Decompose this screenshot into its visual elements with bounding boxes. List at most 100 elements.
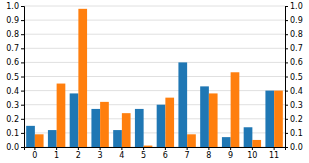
y-axis-tick-label: 1.0 xyxy=(6,2,19,11)
bar xyxy=(113,130,122,147)
x-axis-tick: 2 xyxy=(76,147,81,160)
y2-axis-tick-mark xyxy=(285,62,288,63)
grid-line xyxy=(24,76,285,77)
y-axis-tick-mark xyxy=(21,20,24,21)
x-axis-tick-mark xyxy=(208,147,209,150)
x-axis-tick: 9 xyxy=(228,147,233,160)
y2-axis-tick-mark xyxy=(285,105,288,106)
x-axis-tick-label: 9 xyxy=(228,151,233,160)
bar xyxy=(165,98,174,147)
y-axis-tick-mark xyxy=(21,133,24,134)
y2-axis-tick-mark xyxy=(285,133,288,134)
y2-axis-tick-label: 0.4 xyxy=(290,87,303,96)
x-axis-tick-mark xyxy=(230,147,231,150)
bar xyxy=(26,126,35,147)
bar xyxy=(48,130,57,147)
y2-axis-tick-label: 0.5 xyxy=(290,73,303,82)
x-axis-tick-label: 2 xyxy=(76,151,81,160)
y-axis-tick-label: 0.4 xyxy=(6,87,19,96)
plot: 012345678910110.00.10.20.30.40.50.60.70.… xyxy=(6,2,302,160)
bar-series xyxy=(35,9,283,147)
x-axis-tick: 8 xyxy=(206,147,211,160)
y-axis-tick: 0.9 xyxy=(6,16,24,25)
bar xyxy=(157,105,166,147)
y-axis-tick: 0.1 xyxy=(6,129,24,138)
y-axis-tick-label: 0.9 xyxy=(6,16,19,25)
y-axis-tick: 0.3 xyxy=(6,101,24,110)
y-axis-tick-label: 0.3 xyxy=(6,101,19,110)
x-axis-tick: 7 xyxy=(185,147,190,160)
bar xyxy=(252,140,261,147)
x-axis-tick-mark xyxy=(165,147,166,150)
y2-axis-tick: 0.9 xyxy=(285,16,303,25)
y-axis-tick-label: 0.7 xyxy=(6,44,19,53)
y2-axis-tick-mark xyxy=(285,34,288,35)
x-axis-tick-mark xyxy=(274,147,275,150)
bar xyxy=(35,134,44,147)
bar xyxy=(91,109,100,147)
y-axis-tick-mark xyxy=(21,147,24,148)
y-axis-tick-label: 0.5 xyxy=(6,73,19,82)
bar xyxy=(222,137,231,147)
y2-axis-tick-label: 0.8 xyxy=(290,30,303,39)
bar xyxy=(178,62,187,147)
x-axis-tick-label: 4 xyxy=(119,151,124,160)
x-axis-tick: 6 xyxy=(163,147,168,160)
x-axis-tick: 4 xyxy=(119,147,124,160)
y-axis-tick-label: 0.6 xyxy=(6,58,19,67)
grid xyxy=(24,6,285,147)
x-axis-tick-label: 11 xyxy=(269,151,279,160)
bar xyxy=(231,72,240,147)
y-axis-tick-label: 0.8 xyxy=(6,30,19,39)
y-axis-tick-mark xyxy=(21,77,24,78)
y2-axis-tick-label: 0.3 xyxy=(290,101,303,110)
y2-axis-tick: 0.2 xyxy=(285,115,303,124)
x-axis-tick-label: 10 xyxy=(247,151,257,160)
y-axis-tick-mark xyxy=(21,34,24,35)
bars xyxy=(26,9,283,147)
y2-axis-tick: 0.8 xyxy=(285,30,303,39)
y-axis-tick: 0.2 xyxy=(6,115,24,124)
y-axis-tick: 0.8 xyxy=(6,30,24,39)
y2-axis-tick-mark xyxy=(285,147,288,148)
y-axis-tick-label: 0.1 xyxy=(6,129,19,138)
y2-axis-tick-mark xyxy=(285,48,288,49)
x-axis-tick-label: 0 xyxy=(32,151,37,160)
y-axis-tick: 1.0 xyxy=(6,2,24,11)
y-axis-tick: 0.5 xyxy=(6,73,24,82)
y2-axis-tick: 0.6 xyxy=(285,58,303,67)
bar xyxy=(144,146,153,147)
x-axis-tick: 5 xyxy=(141,147,146,160)
y-axis-tick-label: 0.2 xyxy=(6,115,19,124)
x-axis-tick-label: 6 xyxy=(163,151,168,160)
y2-axis-tick-label: 0.1 xyxy=(290,129,303,138)
y-axis-tick-mark xyxy=(21,105,24,106)
bar xyxy=(244,127,253,147)
y2-axis: 0.00.10.20.30.40.50.60.70.80.91.0 xyxy=(285,2,303,152)
grid-line xyxy=(24,6,285,7)
y2-axis-tick-mark xyxy=(285,6,288,7)
bar xyxy=(100,102,109,147)
y2-axis-tick-label: 0.9 xyxy=(290,16,303,25)
x-axis-tick-label: 5 xyxy=(141,151,146,160)
x-axis-tick-label: 8 xyxy=(206,151,211,160)
y2-axis-tick-mark xyxy=(285,119,288,120)
x-axis-tick-mark xyxy=(143,147,144,150)
y-axis-tick: 0.6 xyxy=(6,58,24,67)
chart: 012345678910110.00.10.20.30.40.50.60.70.… xyxy=(0,0,309,163)
bar xyxy=(265,91,274,147)
x-axis-tick-mark xyxy=(78,147,79,150)
y-axis-tick-label: 0.0 xyxy=(6,143,19,152)
bar xyxy=(187,134,196,147)
x-axis-tick-mark xyxy=(34,147,35,150)
y2-axis-tick-mark xyxy=(285,77,288,78)
y2-axis-tick: 0.3 xyxy=(285,101,303,110)
x-axis-tick-label: 3 xyxy=(98,151,103,160)
x-axis-tick-mark xyxy=(121,147,122,150)
y2-axis-tick-label: 0.6 xyxy=(290,58,303,67)
y2-axis-tick: 0.0 xyxy=(285,143,303,152)
y-axis: 0.0 0.1 0.2 0.3 0.4 0.5 0.6 0.7 0.8 0.9 1.0 xyxy=(6,2,24,152)
y2-axis-tick: 0.4 xyxy=(285,87,303,96)
x-axis-tick: 11 xyxy=(269,147,279,160)
bar xyxy=(274,91,283,147)
